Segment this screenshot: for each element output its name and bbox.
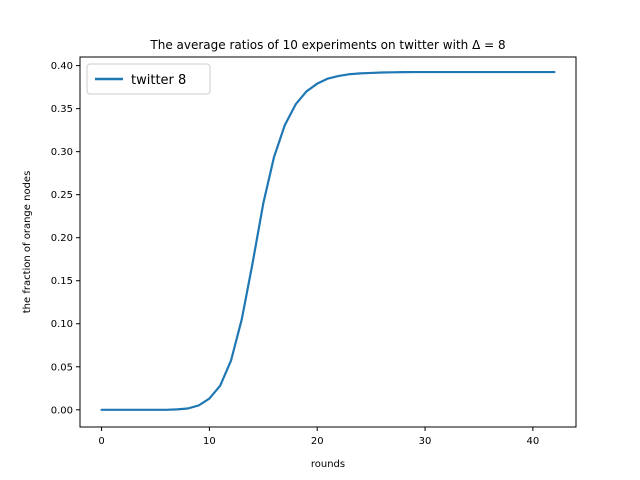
x-tick-label: 10	[203, 436, 216, 447]
y-axis-label: the fraction of orange nodes	[22, 171, 33, 314]
x-tick-label: 20	[311, 436, 324, 447]
y-tick-label: 0.30	[51, 147, 73, 158]
legend: twitter 8	[86, 63, 211, 95]
y-tick-label: 0.05	[51, 362, 73, 373]
plot-area	[79, 56, 577, 428]
y-tick-label: 0.35	[51, 104, 73, 115]
legend-box	[86, 63, 211, 95]
series-line-0	[100, 70, 556, 411]
y-tick-label: 0.40	[51, 61, 73, 72]
x-axis: 0 10 20 30 40	[98, 427, 539, 447]
series-layer	[100, 70, 556, 411]
y-tick-label: 0.10	[51, 319, 73, 330]
x-axis-label: rounds	[311, 459, 345, 470]
x-tick-label: 40	[527, 436, 540, 447]
y-tick-label: 0.25	[51, 190, 73, 201]
legend-label: twitter 8	[131, 73, 186, 88]
y-tick-label: 0.20	[51, 233, 73, 244]
x-tick-label: 0	[98, 436, 104, 447]
y-tick-label: 0.15	[51, 276, 73, 287]
chart-title: The average ratios of 10 experiments on …	[149, 38, 505, 52]
x-tick-label: 30	[419, 436, 432, 447]
y-axis: 0.00 0.05 0.10 0.15 0.20 0.25 0.30 0.35 0.40	[51, 61, 80, 416]
y-tick-label: 0.00	[51, 405, 73, 416]
